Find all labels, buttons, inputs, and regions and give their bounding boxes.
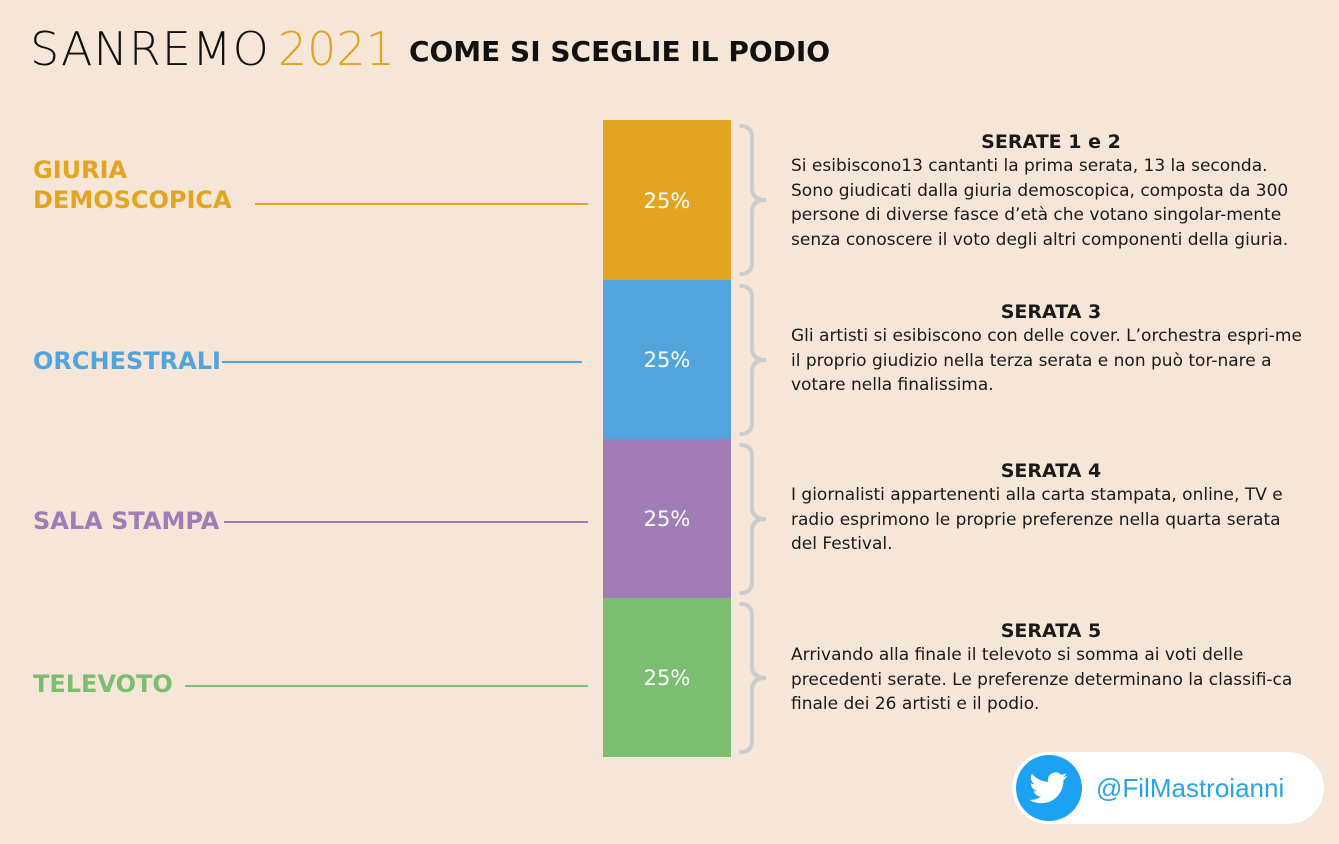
- share-orchestrali: 25%: [643, 347, 691, 372]
- title-year: 2021: [277, 22, 395, 76]
- description-heading: SERATA 4: [1000, 460, 1102, 482]
- title-subtitle: COME SI SCEGLIE IL PODIO: [408, 35, 831, 68]
- description-heading: SERATA 3: [1000, 301, 1102, 323]
- description-serata-5: SERATA 5 Arrivando alla finale il televo…: [791, 619, 1311, 717]
- bar-segment-sala-stampa: 25%: [603, 439, 731, 598]
- description-text: Gli artisti si esibiscono con delle cove…: [791, 326, 1302, 395]
- twitter-handle[interactable]: @FilMastroianni: [1096, 772, 1285, 803]
- leader-line-orchestrali: [222, 361, 582, 363]
- bar-segment-orchestrali: 25%: [603, 280, 731, 439]
- page-title: SANREMO 2021 COME SI SCEGLIE IL PODIO: [30, 22, 830, 76]
- brace-icon: [739, 443, 767, 595]
- leader-line-giuria: [255, 203, 588, 205]
- brace-icon: [739, 602, 767, 754]
- twitter-badge[interactable]: @FilMastroianni: [1012, 752, 1324, 824]
- twitter-icon: [1016, 755, 1082, 821]
- bar-segment-televoto: 25%: [603, 598, 731, 757]
- description-text: Si esibiscono13 cantanti la prima serata…: [791, 156, 1289, 250]
- leader-line-sala-stampa: [224, 521, 588, 523]
- share-giuria: 25%: [643, 189, 691, 213]
- share-sala-stampa: 25%: [643, 506, 691, 531]
- share-televoto: 25%: [643, 665, 691, 690]
- brace-icon: [739, 284, 767, 436]
- description-serate-1-2: SERATE 1 e 2 Si esibiscono13 cantanti la…: [791, 130, 1311, 252]
- label-televoto: TELEVOTO: [33, 670, 173, 698]
- description-serata-3: SERATA 3 Gli artisti si esibiscono con d…: [791, 300, 1311, 398]
- label-giuria-demoscopica: GIURIA DEMOSCOPICA: [33, 156, 232, 214]
- description-serata-4: SERATA 4 I giornalisti appartenenti alla…: [791, 459, 1311, 557]
- brace-icon: [739, 124, 767, 276]
- description-heading: SERATA 5: [1000, 620, 1102, 642]
- leader-line-televoto: [185, 685, 588, 687]
- label-sala-stampa: SALA STAMPA: [33, 507, 220, 535]
- description-heading: SERATE 1 e 2: [981, 131, 1121, 153]
- description-text: I giornalisti appartenenti alla carta st…: [791, 485, 1283, 554]
- bar-segment-giuria: 25%: [603, 120, 731, 280]
- title-brand: SANREMO: [30, 22, 270, 76]
- label-orchestrali: ORCHESTRALI: [33, 347, 221, 375]
- description-text: Arrivando alla finale il televoto si som…: [791, 645, 1293, 714]
